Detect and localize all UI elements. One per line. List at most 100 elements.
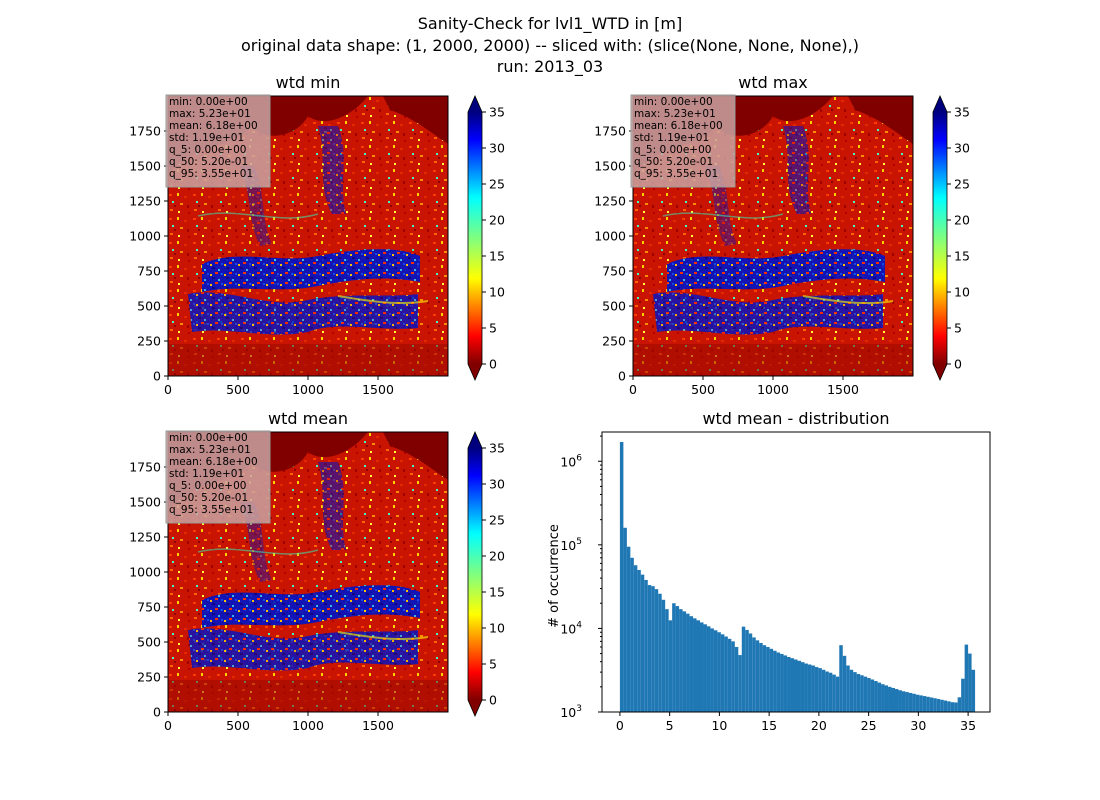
histogram-bar [706, 626, 711, 712]
histogram-bar [888, 686, 892, 712]
y-tick-label: 106 [560, 453, 582, 469]
histogram-bar [773, 650, 777, 712]
colorbar-tick-label: 5 [954, 321, 962, 336]
colorbar-tick-label: 20 [489, 213, 505, 228]
histogram-bar [961, 678, 965, 712]
histogram-bar [703, 624, 707, 712]
axes-frame [601, 431, 991, 713]
histogram-bar [940, 699, 944, 712]
histogram-bar [849, 669, 854, 712]
histogram-bar [814, 667, 819, 712]
colorbar-tick-label: 25 [954, 177, 970, 192]
histogram-bar [825, 671, 829, 712]
stats-box [630, 94, 736, 188]
histogram-bar [647, 585, 652, 712]
y-tick-label: 0 [153, 705, 161, 720]
colorbar-extend-top [933, 96, 947, 112]
histogram-bar [894, 689, 899, 712]
histogram-bar [957, 697, 962, 712]
histogram-bar [867, 678, 871, 712]
colorbar-tick-label: 30 [489, 141, 505, 156]
stats-box [165, 94, 271, 188]
y-tick-label: 105 [560, 537, 582, 553]
histogram-bar [759, 642, 763, 712]
histogram-bar [731, 641, 735, 712]
histogram-bar [964, 644, 969, 712]
histogram-bar [835, 676, 840, 712]
histogram-bar [933, 698, 937, 712]
colorbar-tick-label: 15 [489, 249, 505, 264]
histogram-bar [644, 579, 648, 712]
colorbar-tick-label: 30 [954, 141, 970, 156]
histogram-bar [619, 441, 624, 712]
histogram-bar [741, 626, 746, 712]
histogram-bar [696, 620, 700, 712]
colorbar-tick-label: 35 [954, 105, 970, 120]
y-axis-label: # of occurrence [547, 524, 562, 628]
histogram-bar [968, 653, 972, 712]
histogram-bar [794, 659, 798, 712]
histogram-bar [901, 691, 906, 712]
colorbar-tick-label: 10 [489, 621, 505, 636]
y-tick-exponent: 5 [576, 537, 582, 547]
histogram-bar [682, 611, 687, 712]
panel-title: wtd max [738, 73, 807, 92]
x-tick-label: 500 [226, 382, 250, 397]
histogram-bar [884, 685, 889, 712]
stats-line: std: 1.19e+01 [169, 468, 244, 480]
panel-title: wtd min [276, 73, 341, 92]
x-tick-label: 1500 [827, 382, 859, 397]
stats-line: q_50: 5.20e-01 [634, 156, 713, 168]
x-tick-label: 1500 [362, 382, 394, 397]
histogram-bar [818, 668, 822, 712]
y-tick-label: 1500 [129, 495, 161, 510]
y-tick-label: 1250 [594, 194, 626, 209]
histogram-bar [870, 679, 875, 712]
histogram-bar [881, 684, 885, 712]
y-tick-label: 1750 [129, 124, 161, 139]
x-tick-label: 0 [164, 718, 172, 733]
colorbar-gradient [468, 448, 482, 700]
y-tick-label: 104 [560, 620, 582, 636]
y-tick-label: 1250 [129, 530, 161, 545]
x-tick-label: 500 [691, 382, 715, 397]
histogram-bar [971, 669, 976, 712]
x-tick-label: 1000 [757, 382, 789, 397]
y-tick-exponent: 3 [576, 704, 582, 714]
histogram-bar [863, 676, 868, 712]
colorbar-tick-label: 35 [489, 441, 505, 456]
y-tick-label: 1750 [129, 460, 161, 475]
colorbar-extend-bottom [933, 364, 947, 380]
histogram-bar [905, 692, 909, 712]
y-tick-exponent: 6 [576, 453, 582, 463]
y-tick-label: 1000 [594, 229, 626, 244]
stats-line: q_5: 0.00e+00 [634, 144, 711, 156]
x-tick-label: 1500 [362, 718, 394, 733]
x-tick-label: 0 [629, 382, 637, 397]
x-tick-label: 1000 [292, 382, 324, 397]
colorbar-extend-top [468, 96, 482, 112]
x-tick-label: 1000 [292, 718, 324, 733]
y-tick-label: 103 [560, 704, 582, 720]
figure-title-line-3: run: 2013_03 [496, 57, 604, 76]
x-tick-label: 10 [711, 718, 727, 733]
histogram-bar [755, 640, 760, 712]
y-tick-label: 1500 [129, 159, 161, 174]
histogram-bar [637, 569, 641, 712]
histogram-bar [936, 699, 941, 712]
histogram-bar [675, 606, 680, 712]
figure-title-line-2: original data shape: (1, 2000, 2000) -- … [241, 36, 859, 55]
x-tick-label: 500 [226, 718, 250, 733]
y-tick-label: 0 [618, 369, 626, 384]
stats-line: mean: 6.18e+00 [169, 120, 258, 132]
histogram-bar [821, 669, 826, 712]
histogram-bar [766, 646, 770, 712]
histogram-bar [717, 632, 721, 712]
x-tick-label: 20 [811, 718, 827, 733]
histogram-bar [679, 609, 683, 712]
histogram-bar [919, 695, 923, 712]
histogram-bar [811, 665, 815, 712]
colorbar-tick-label: 20 [489, 549, 505, 564]
histogram-bar [950, 702, 955, 712]
